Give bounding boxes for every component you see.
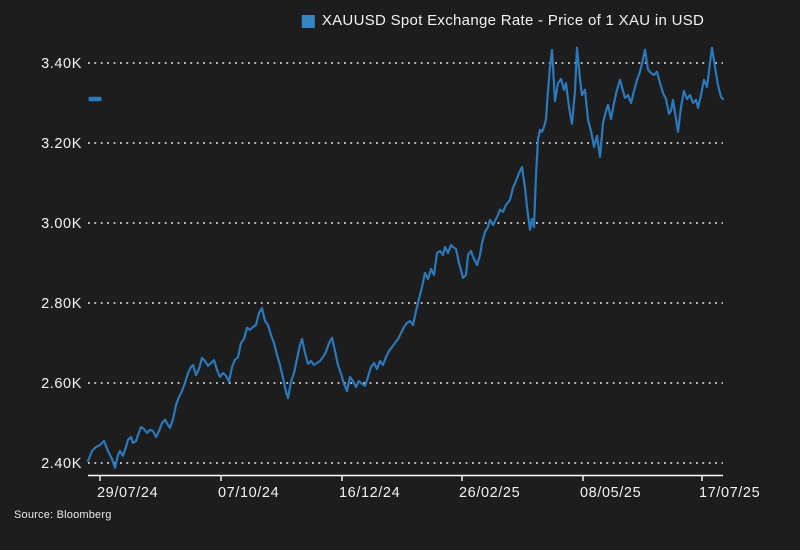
y-axis-tick-label: 3.20K	[41, 136, 82, 152]
legend-swatch-icon	[301, 14, 315, 28]
y-axis-tick-label: 2.40K	[41, 456, 82, 472]
x-axis-tick-label: 29/07/24	[97, 485, 158, 501]
source-attribution: Source: Bloomberg	[14, 509, 112, 521]
y-axis-tick-label: 2.80K	[41, 296, 82, 312]
y-axis-tick-label: 3.40K	[41, 56, 82, 72]
y-axis-tick-label: 3.00K	[41, 216, 82, 232]
last-value-marker	[88, 96, 102, 102]
chart-legend: XAUUSD Spot Exchange Rate - Price of 1 X…	[301, 12, 705, 29]
x-axis-tick-label: 16/12/24	[339, 485, 400, 501]
y-axis-tick-label: 2.60K	[41, 376, 82, 392]
price-line-series	[86, 46, 725, 469]
chart-title: XAUUSD Spot Exchange Rate - Price of 1 X…	[321, 12, 705, 29]
x-axis-tick-label: 17/07/25	[699, 485, 760, 501]
x-axis-tick-label: 07/10/24	[218, 485, 279, 501]
x-axis-tick-label: 26/02/25	[459, 485, 520, 501]
x-axis-tick-label: 08/05/25	[580, 485, 641, 501]
